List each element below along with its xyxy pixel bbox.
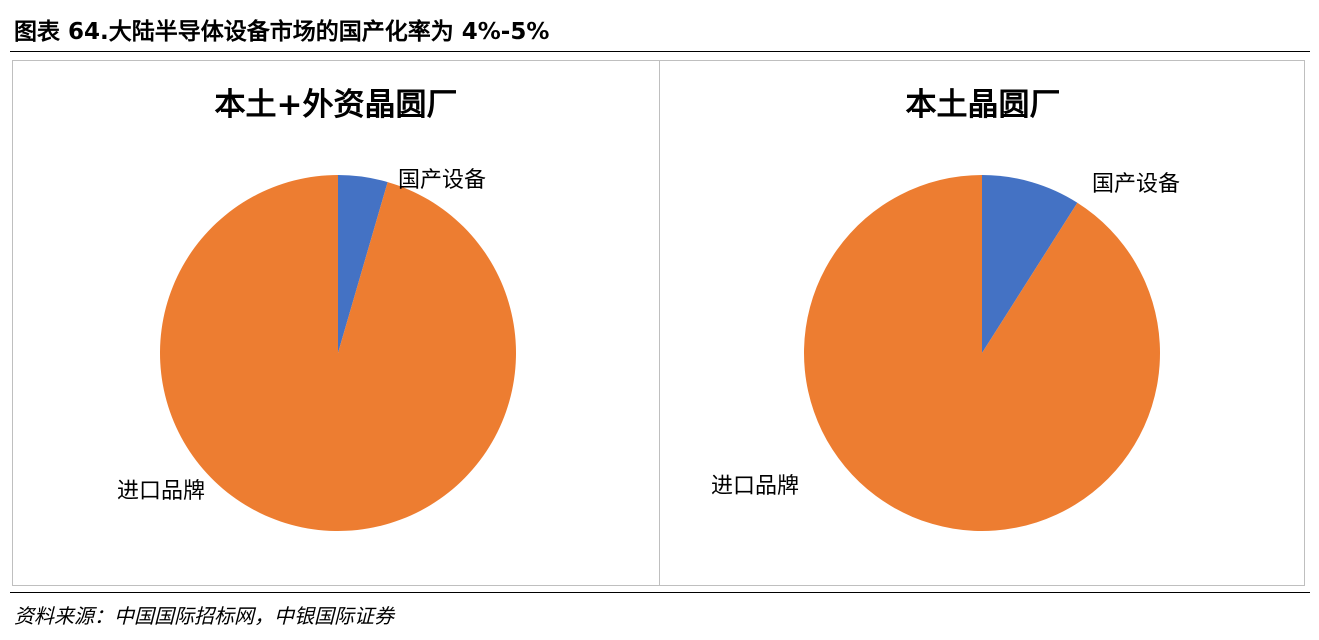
- figure-title: 图表 64.大陆半导体设备市场的国产化率为 4%-5%: [14, 19, 550, 45]
- top-rule: [10, 51, 1310, 52]
- pie-slice: [160, 175, 516, 531]
- chart-frame: [12, 60, 1305, 586]
- slice-label: 进口品牌: [117, 479, 205, 504]
- bottom-rule: [10, 592, 1310, 593]
- pie-slice: [338, 175, 388, 353]
- slice-label: 国产设备: [1092, 172, 1180, 197]
- pie-slice: [804, 175, 1160, 531]
- pie-slice: [982, 175, 1078, 353]
- slice-label: 国产设备: [398, 168, 486, 193]
- panel-divider: [659, 60, 660, 586]
- pie-chart-title: 本土+外资晶圆厂: [214, 87, 458, 123]
- pie-panel-left: 本土+外资晶圆厂 国产设备进口品牌: [13, 61, 659, 585]
- source-note: 资料来源：中国国际招标网，中银国际证券: [14, 604, 394, 628]
- pie-panel-right: 本土晶圆厂 国产设备进口品牌: [660, 61, 1306, 585]
- slice-label: 进口品牌: [711, 474, 799, 499]
- pie-chart-title: 本土晶圆厂: [905, 87, 1061, 123]
